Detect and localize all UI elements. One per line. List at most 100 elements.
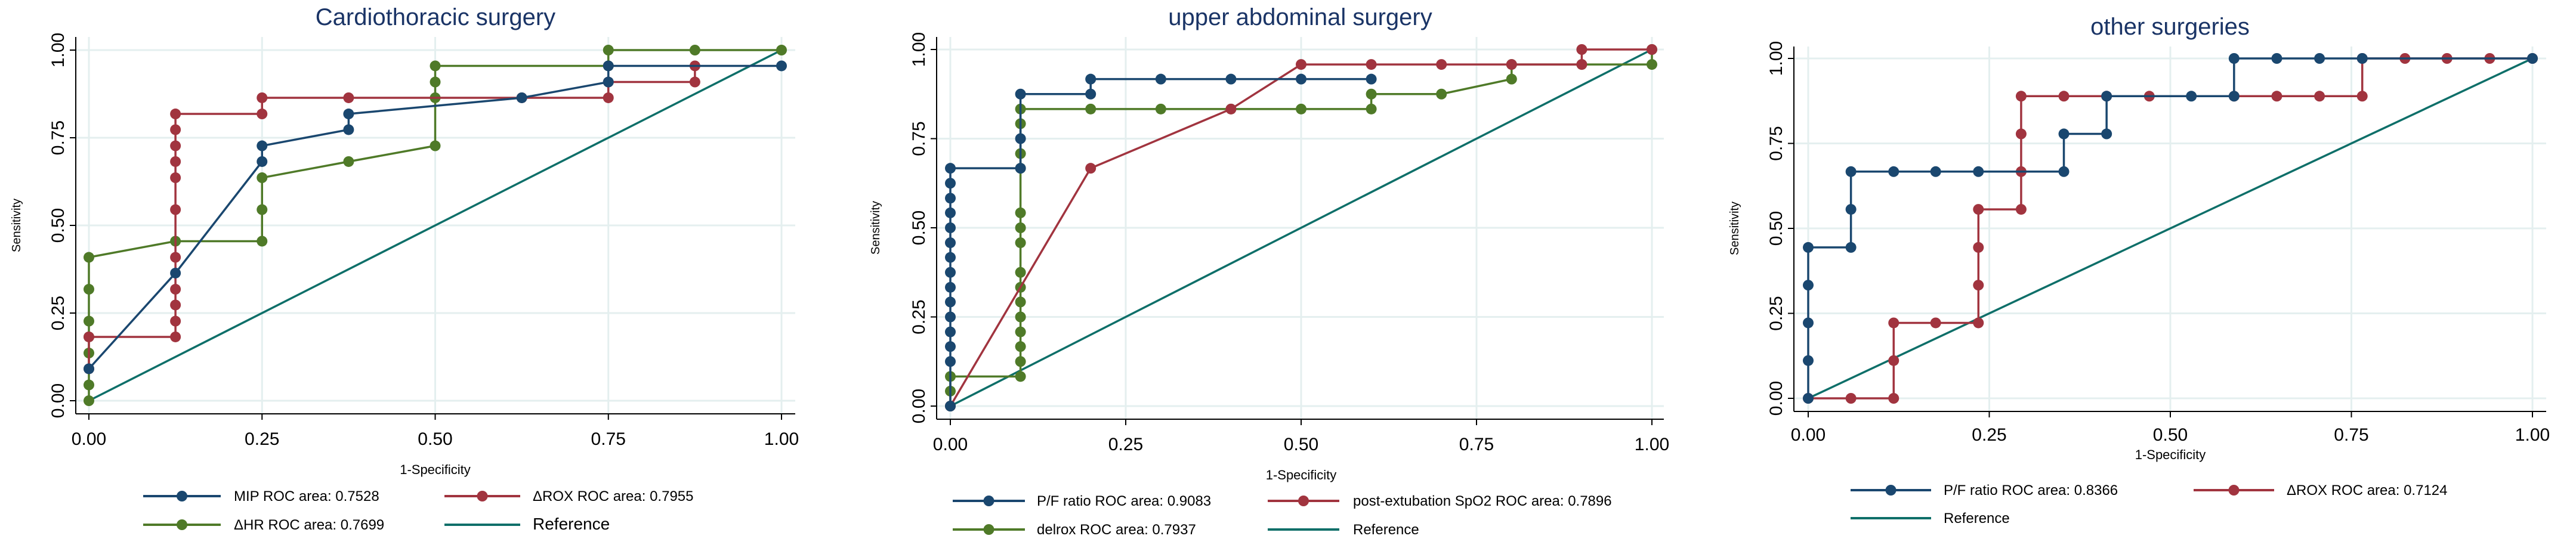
chart-title: other surgeries: [2090, 14, 2250, 40]
legend-marker: [2228, 485, 2240, 496]
data-point: [2058, 128, 2070, 140]
data-point: [1296, 103, 1306, 114]
data-point: [1155, 73, 1166, 85]
data-point: [1436, 88, 1447, 100]
data-point: [1225, 73, 1237, 85]
x-tick-label: 0.00: [72, 429, 106, 449]
data-point: [1015, 133, 1026, 144]
y-tick-label: 0.75: [1766, 126, 1786, 160]
data-point: [257, 156, 268, 167]
data-point: [2015, 91, 2027, 102]
data-point: [1888, 166, 1899, 177]
data-point: [257, 92, 268, 103]
data-point: [1845, 242, 1857, 253]
data-point: [1930, 317, 1941, 329]
data-point: [1015, 88, 1026, 100]
legend-marker: [983, 524, 994, 535]
data-point: [689, 76, 700, 88]
x-tick-label: 1.00: [764, 429, 799, 449]
data-point: [1155, 103, 1166, 114]
data-point: [1296, 73, 1306, 85]
legend-label: Reference: [1944, 510, 2010, 527]
data-point: [84, 284, 94, 295]
data-point: [84, 379, 94, 391]
x-axis-label: 1-Specificity: [2135, 447, 2206, 462]
data-point: [1845, 204, 1857, 215]
data-point: [170, 315, 181, 327]
legend-marker: [1885, 485, 1897, 496]
series-0: [945, 73, 1377, 411]
legend-label: ΔROX ROC area: 0.7955: [533, 488, 693, 504]
series-line: [1807, 57, 2532, 398]
y-tick-label: 0.25: [48, 296, 68, 330]
data-point: [2058, 166, 2070, 177]
data-point: [1085, 73, 1097, 85]
data-point: [1015, 356, 1026, 367]
series-0: [1803, 53, 2538, 404]
chart-title: Cardiothoracic surgery: [316, 4, 555, 30]
data-point: [1803, 317, 1814, 329]
x-tick-label: 0.50: [1284, 435, 1318, 454]
chart-svg: other surgeries 0.000.00 0.25 0.25 0.50 0.50 0…: [1728, 14, 2550, 527]
data-point: [170, 109, 181, 120]
data-point: [170, 156, 181, 167]
x-tick-label: 0.75: [591, 429, 626, 449]
data-point: [945, 222, 956, 233]
data-point: [945, 237, 956, 249]
data-point: [430, 76, 441, 88]
data-point: [1647, 44, 1657, 55]
data-point: [170, 140, 181, 151]
data-point: [776, 45, 787, 55]
data-point: [84, 363, 94, 374]
x-tick-label: 0.25: [245, 429, 279, 449]
data-point: [84, 315, 94, 327]
series-3: [88, 49, 782, 402]
y-axis-label: Sensitivity: [1728, 202, 1741, 255]
data-point: [2058, 91, 2070, 102]
data-point: [170, 331, 181, 342]
data-point: [689, 45, 700, 55]
y-tick-label: 0.00: [1766, 381, 1786, 416]
series-line: [88, 64, 782, 370]
legend-marker: [477, 491, 488, 501]
data-point: [170, 172, 181, 184]
data-point: [1576, 44, 1587, 55]
series-line: [1808, 57, 2532, 400]
data-point: [84, 331, 94, 342]
series-line: [949, 48, 1652, 407]
data-point: [1015, 341, 1026, 352]
legend-marker: [983, 496, 994, 506]
data-point: [1436, 59, 1447, 70]
y-tick-label: 1.00: [48, 33, 68, 67]
data-point: [1015, 237, 1026, 249]
data-point: [2015, 204, 2027, 215]
data-point: [1015, 222, 1026, 233]
y-tick-label: 0.25: [909, 299, 929, 334]
data-point: [257, 109, 268, 120]
x-tick-label: 1.00: [2515, 425, 2550, 445]
legend-marker: [1298, 496, 1309, 506]
data-point: [945, 356, 956, 367]
series-line: [949, 78, 1372, 406]
data-point: [2271, 53, 2282, 64]
data-point: [257, 204, 268, 215]
data-point: [170, 124, 181, 135]
data-point: [603, 76, 614, 88]
y-axis-label: Sensitivity: [10, 199, 23, 252]
chart-svg: upper abdominal surgery 0.000.00 0.25 0.25 0…: [869, 4, 1669, 538]
data-point: [84, 252, 94, 263]
x-tick-label: 0.50: [418, 429, 452, 449]
data-point: [1015, 163, 1026, 174]
data-point: [1366, 103, 1377, 114]
data-point: [1085, 88, 1097, 100]
data-point: [1015, 371, 1026, 382]
data-point: [1888, 317, 1899, 329]
data-point: [84, 395, 94, 406]
data-point: [2314, 91, 2325, 102]
data-point: [945, 267, 956, 278]
data-point: [945, 401, 956, 411]
y-tick-label: 1.00: [909, 32, 929, 67]
data-point: [776, 60, 787, 72]
data-point: [257, 236, 268, 247]
data-point: [2186, 91, 2197, 102]
